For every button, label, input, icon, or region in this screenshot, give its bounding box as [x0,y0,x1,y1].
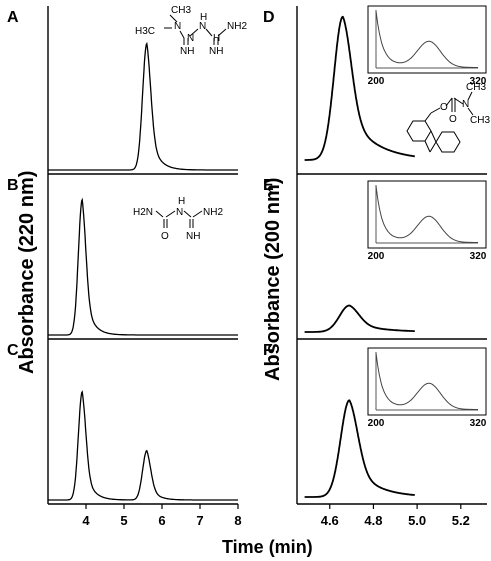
metformin-labels: CH3 H3C N N H N H NH2 NH NH [135,5,247,57]
inset-x-tick-label: 320 [470,418,487,429]
inset-x-tick-label: 200 [368,76,385,87]
svg-text:CH3: CH3 [171,5,191,16]
svg-text:O: O [449,114,457,125]
svg-text:O: O [161,231,169,242]
panel-b [48,197,238,336]
svg-text:NH: NH [186,231,200,242]
svg-text:H: H [178,196,185,207]
chromatogram-trace-d [304,15,415,161]
left-column [47,6,238,505]
svg-text:H2N: H2N [133,207,153,218]
uv-spectrum-inset-e: 200 320 [367,180,487,262]
inset-x-tick-label: 200 [368,418,385,429]
svg-text:CH3: CH3 [470,115,490,126]
uv-spectrum-inset-f: 200 320 [367,347,487,429]
uv-spectrum-inset-d: 200 320 [367,5,487,87]
panel-letter-f: F [263,342,273,359]
right-column [296,6,487,505]
panel-letter-b: B [7,177,19,194]
svg-text:N: N [187,33,194,44]
x-tick-label: 5.2 [452,513,470,528]
uv-spectrum-trace [375,352,478,410]
inset-x-tick-label: 320 [470,76,487,87]
fmoc-labels: O N CH3 CH3 O [440,82,490,126]
metformin-structure [164,14,227,45]
svg-text:CH3: CH3 [466,82,486,93]
svg-text:N: N [462,99,469,110]
left-y-axis-title: Absorbance (220 nm) [16,171,38,374]
svg-text:NH: NH [209,46,223,57]
svg-text:NH: NH [180,46,194,57]
guanylurea-structure [155,210,203,228]
x-axis-title: Time (min) [222,537,313,557]
chromatogram-trace-e [304,304,415,333]
plot-layer: 4 5 6 7 8 200 320 200 320 4.6 4.8 5.0 5.2 200 320 [48,5,487,528]
fmoc-structure [406,91,474,153]
x-tick-label: 4.8 [364,513,382,528]
svg-text:NH2: NH2 [203,207,223,218]
x-tick-label: 8 [234,513,241,528]
chromatogram-trace-a [48,41,238,171]
panel-a [48,41,238,171]
svg-text:H: H [213,33,220,44]
guanylurea-labels: H2N N H NH2 O NH [133,196,223,242]
panel-letter-a: A [7,9,19,26]
panel-letter-d: D [263,9,275,26]
svg-text:NH2: NH2 [227,21,247,32]
panel-letter-c: C [7,342,19,359]
svg-text:N: N [199,21,206,32]
svg-text:N: N [176,207,183,218]
chromatogram-trace-f [304,399,416,498]
panel-letter-e: E [263,177,274,194]
inset-x-tick-label: 200 [368,251,385,262]
svg-text:H: H [200,12,207,23]
inset-x-tick-label: 320 [470,251,487,262]
x-tick-label: 6 [158,513,165,528]
panel-c: 4 5 6 7 8 [48,390,242,528]
inset-frame [367,5,487,74]
svg-text:O: O [440,102,448,113]
chromatogram-trace-b [48,197,238,336]
inset-frame [367,347,487,416]
svg-text:H3C: H3C [135,26,155,37]
chromatogram-trace-c [48,390,238,501]
right-y-axis-title: Absorbance (200 nm) [262,178,284,381]
x-tick-label: 4.6 [321,513,339,528]
svg-text:N: N [174,21,181,32]
uv-spectrum-trace [375,10,478,68]
uv-spectrum-trace [375,185,478,243]
panel-d: 200 320 [304,5,487,161]
panel-f: 4.6 4.8 5.0 5.2 200 320 [304,347,487,528]
inset-frame [367,180,487,249]
x-tick-label: 7 [196,513,203,528]
panel-e: 200 320 [304,180,487,333]
x-tick-label: 5 [120,513,127,528]
x-tick-label: 5.0 [408,513,426,528]
x-tick-label: 4 [82,513,90,528]
